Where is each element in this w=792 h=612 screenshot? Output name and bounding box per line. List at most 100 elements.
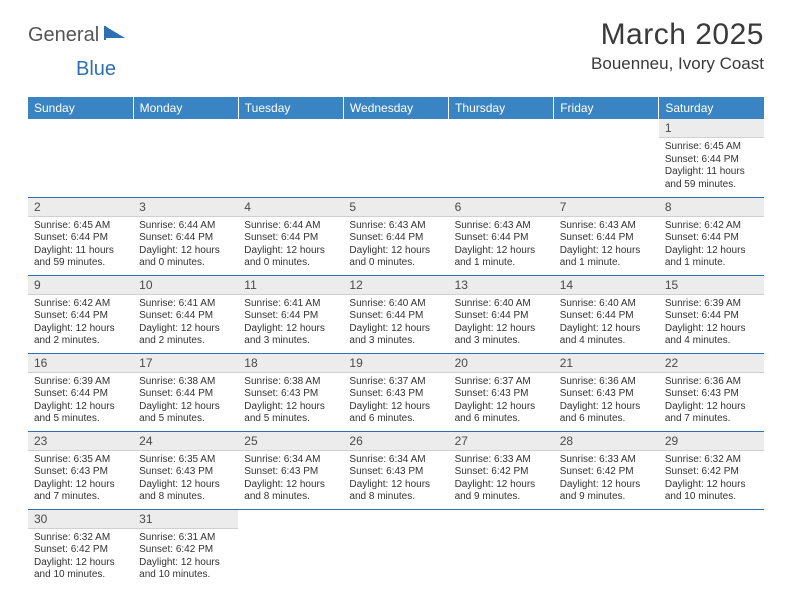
- day-line: Sunrise: 6:36 AM: [665, 376, 758, 389]
- day-content: Sunrise: 6:40 AMSunset: 6:44 PMDaylight:…: [554, 295, 659, 352]
- calendar-cell: [238, 119, 343, 197]
- day-line: and 3 minutes.: [244, 335, 337, 348]
- day-line: Sunrise: 6:43 AM: [455, 220, 548, 233]
- day-line: Sunrise: 6:39 AM: [34, 376, 127, 389]
- day-line: Sunset: 6:43 PM: [349, 466, 442, 479]
- day-content: Sunrise: 6:40 AMSunset: 6:44 PMDaylight:…: [449, 295, 554, 352]
- day-number: 14: [554, 276, 659, 295]
- day-line: Sunrise: 6:38 AM: [139, 376, 232, 389]
- weekday-header-row: Sunday Monday Tuesday Wednesday Thursday…: [28, 97, 764, 119]
- day-content: Sunrise: 6:34 AMSunset: 6:43 PMDaylight:…: [343, 451, 448, 508]
- day-line: Daylight: 12 hours: [560, 401, 653, 414]
- day-content: Sunrise: 6:42 AMSunset: 6:44 PMDaylight:…: [28, 295, 133, 352]
- calendar-cell: 6Sunrise: 6:43 AMSunset: 6:44 PMDaylight…: [449, 197, 554, 275]
- calendar-row: 1Sunrise: 6:45 AMSunset: 6:44 PMDaylight…: [28, 119, 764, 197]
- weekday-header: Thursday: [449, 97, 554, 119]
- calendar-cell: 3Sunrise: 6:44 AMSunset: 6:44 PMDaylight…: [133, 197, 238, 275]
- day-number: 17: [133, 354, 238, 373]
- day-line: and 6 minutes.: [349, 413, 442, 426]
- day-line: Sunset: 6:43 PM: [244, 388, 337, 401]
- day-line: Daylight: 12 hours: [139, 479, 232, 492]
- day-content: Sunrise: 6:41 AMSunset: 6:44 PMDaylight:…: [238, 295, 343, 352]
- day-line: Daylight: 12 hours: [244, 479, 337, 492]
- day-content: Sunrise: 6:34 AMSunset: 6:43 PMDaylight:…: [238, 451, 343, 508]
- day-line: Sunrise: 6:31 AM: [139, 532, 232, 545]
- day-content: Sunrise: 6:39 AMSunset: 6:44 PMDaylight:…: [28, 373, 133, 430]
- day-line: Sunrise: 6:40 AM: [349, 298, 442, 311]
- day-content: Sunrise: 6:35 AMSunset: 6:43 PMDaylight:…: [133, 451, 238, 508]
- day-line: Daylight: 12 hours: [455, 479, 548, 492]
- day-line: Sunrise: 6:41 AM: [244, 298, 337, 311]
- day-line: Daylight: 12 hours: [244, 401, 337, 414]
- day-content: Sunrise: 6:40 AMSunset: 6:44 PMDaylight:…: [343, 295, 448, 352]
- day-content: Sunrise: 6:38 AMSunset: 6:44 PMDaylight:…: [133, 373, 238, 430]
- day-line: and 7 minutes.: [34, 491, 127, 504]
- day-line: Sunrise: 6:36 AM: [560, 376, 653, 389]
- day-line: Daylight: 12 hours: [34, 557, 127, 570]
- day-number: 5: [343, 198, 448, 217]
- day-content: Sunrise: 6:41 AMSunset: 6:44 PMDaylight:…: [133, 295, 238, 352]
- day-line: Sunrise: 6:39 AM: [665, 298, 758, 311]
- calendar-cell: 12Sunrise: 6:40 AMSunset: 6:44 PMDayligh…: [343, 275, 448, 353]
- day-line: Sunrise: 6:33 AM: [455, 454, 548, 467]
- day-content: Sunrise: 6:44 AMSunset: 6:44 PMDaylight:…: [238, 217, 343, 274]
- day-line: and 8 minutes.: [349, 491, 442, 504]
- weekday-header: Monday: [133, 97, 238, 119]
- day-content: Sunrise: 6:32 AMSunset: 6:42 PMDaylight:…: [659, 451, 764, 508]
- calendar-cell: 8Sunrise: 6:42 AMSunset: 6:44 PMDaylight…: [659, 197, 764, 275]
- day-line: Sunset: 6:44 PM: [244, 232, 337, 245]
- day-line: Sunset: 6:44 PM: [560, 232, 653, 245]
- day-line: Daylight: 12 hours: [349, 401, 442, 414]
- calendar-cell: 14Sunrise: 6:40 AMSunset: 6:44 PMDayligh…: [554, 275, 659, 353]
- day-line: Sunset: 6:44 PM: [560, 310, 653, 323]
- day-number: 8: [659, 198, 764, 217]
- day-line: and 3 minutes.: [349, 335, 442, 348]
- day-content: Sunrise: 6:33 AMSunset: 6:42 PMDaylight:…: [449, 451, 554, 508]
- calendar-cell: [449, 509, 554, 587]
- calendar-cell: 21Sunrise: 6:36 AMSunset: 6:43 PMDayligh…: [554, 353, 659, 431]
- day-content: Sunrise: 6:43 AMSunset: 6:44 PMDaylight:…: [449, 217, 554, 274]
- calendar-cell: [659, 509, 764, 587]
- day-content: Sunrise: 6:43 AMSunset: 6:44 PMDaylight:…: [554, 217, 659, 274]
- calendar-cell: 16Sunrise: 6:39 AMSunset: 6:44 PMDayligh…: [28, 353, 133, 431]
- day-content: Sunrise: 6:31 AMSunset: 6:42 PMDaylight:…: [133, 529, 238, 586]
- weekday-header: Wednesday: [343, 97, 448, 119]
- day-line: Sunset: 6:44 PM: [139, 232, 232, 245]
- day-line: Sunset: 6:44 PM: [349, 232, 442, 245]
- day-number: 16: [28, 354, 133, 373]
- day-number: 27: [449, 432, 554, 451]
- day-line: Sunset: 6:43 PM: [244, 466, 337, 479]
- day-line: Sunset: 6:44 PM: [139, 388, 232, 401]
- day-number: 20: [449, 354, 554, 373]
- location-subtitle: Bouenneu, Ivory Coast: [591, 54, 764, 74]
- page-title: March 2025: [591, 18, 764, 52]
- day-line: Daylight: 12 hours: [455, 401, 548, 414]
- day-line: and 10 minutes.: [34, 569, 127, 582]
- calendar-cell: [343, 119, 448, 197]
- day-number: 25: [238, 432, 343, 451]
- day-line: and 4 minutes.: [560, 335, 653, 348]
- calendar-cell: 24Sunrise: 6:35 AMSunset: 6:43 PMDayligh…: [133, 431, 238, 509]
- day-content: Sunrise: 6:36 AMSunset: 6:43 PMDaylight:…: [554, 373, 659, 430]
- day-content: Sunrise: 6:42 AMSunset: 6:44 PMDaylight:…: [659, 217, 764, 274]
- day-content: Sunrise: 6:33 AMSunset: 6:42 PMDaylight:…: [554, 451, 659, 508]
- day-line: Daylight: 12 hours: [455, 245, 548, 258]
- calendar-row: 30Sunrise: 6:32 AMSunset: 6:42 PMDayligh…: [28, 509, 764, 587]
- day-content: Sunrise: 6:37 AMSunset: 6:43 PMDaylight:…: [449, 373, 554, 430]
- day-line: and 0 minutes.: [139, 257, 232, 270]
- day-line: and 2 minutes.: [34, 335, 127, 348]
- day-line: Sunset: 6:43 PM: [455, 388, 548, 401]
- calendar-cell: 22Sunrise: 6:36 AMSunset: 6:43 PMDayligh…: [659, 353, 764, 431]
- day-line: Daylight: 12 hours: [139, 557, 232, 570]
- calendar-cell: 11Sunrise: 6:41 AMSunset: 6:44 PMDayligh…: [238, 275, 343, 353]
- calendar-cell: 5Sunrise: 6:43 AMSunset: 6:44 PMDaylight…: [343, 197, 448, 275]
- title-block: March 2025 Bouenneu, Ivory Coast: [591, 18, 764, 74]
- day-line: Daylight: 12 hours: [349, 479, 442, 492]
- day-number: 31: [133, 510, 238, 529]
- calendar-cell: 30Sunrise: 6:32 AMSunset: 6:42 PMDayligh…: [28, 509, 133, 587]
- logo: General: [28, 24, 129, 47]
- calendar-cell: [449, 119, 554, 197]
- weekday-header: Saturday: [659, 97, 764, 119]
- day-line: Sunset: 6:42 PM: [34, 544, 127, 557]
- day-number: 11: [238, 276, 343, 295]
